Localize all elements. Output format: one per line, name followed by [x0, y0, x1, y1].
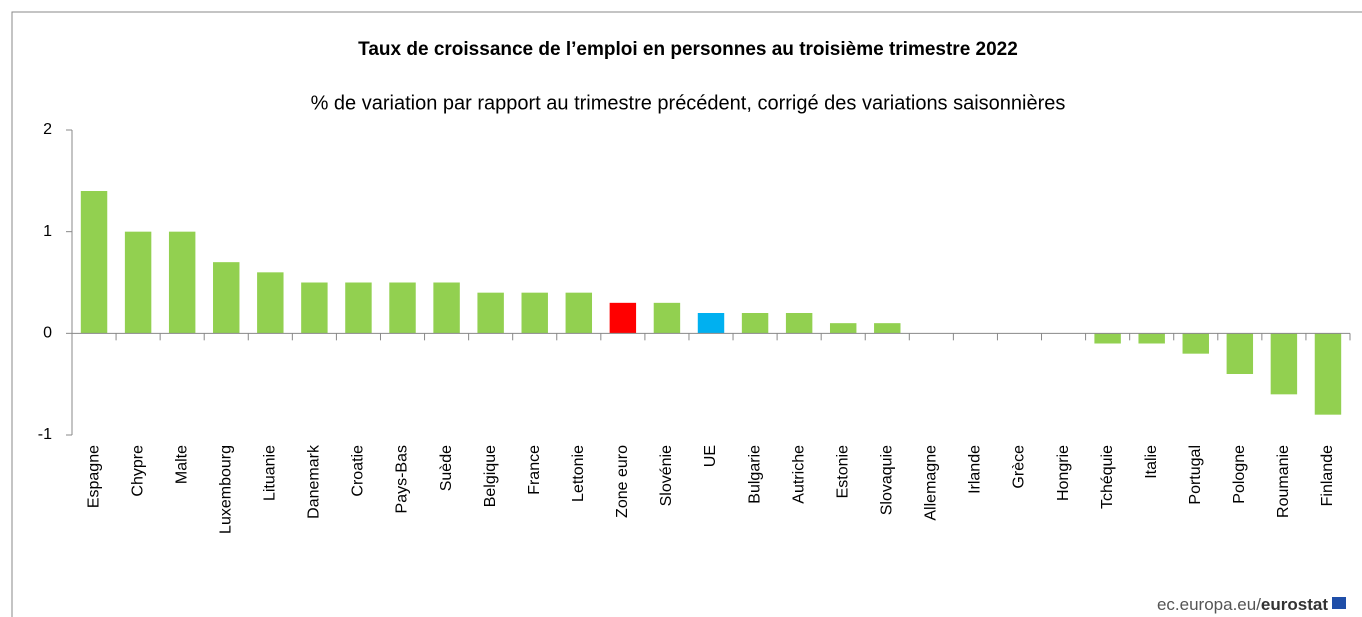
- bar: [257, 272, 284, 334]
- bar: [124, 231, 152, 334]
- y-tick-label: 0: [43, 325, 52, 342]
- x-tick-label: Espagne: [85, 445, 102, 508]
- x-tick-label: Slovaquie: [878, 445, 895, 515]
- x-tick-label: Portugal: [1187, 445, 1204, 505]
- x-tick-label: UE: [702, 445, 719, 467]
- bar: [1226, 333, 1254, 374]
- bar: [1138, 333, 1165, 344]
- bar: [345, 282, 372, 334]
- x-tick-label: Finlande: [1319, 445, 1336, 506]
- x-tick-label: Allemagne: [923, 445, 940, 521]
- x-tick-label: Grèce: [1011, 445, 1028, 489]
- x-tick-label: Roumanie: [1275, 445, 1292, 518]
- footer: ec.europa.eu/eurostat: [1157, 595, 1328, 614]
- x-tick-label: Chypre: [129, 445, 146, 497]
- bar: [1270, 333, 1298, 395]
- bar: [521, 292, 548, 334]
- bar: [433, 282, 460, 334]
- chart-subtitle: % de variation par rapport au trimestre …: [311, 92, 1066, 114]
- y-tick-label: 2: [43, 121, 52, 138]
- bar: [389, 282, 416, 334]
- x-tick-label: Hongrie: [1055, 445, 1072, 501]
- bar: [829, 323, 857, 334]
- bar: [1182, 333, 1209, 354]
- x-tick-label: Pologne: [1231, 445, 1248, 504]
- bar: [168, 231, 196, 334]
- x-tick-label: Malte: [173, 445, 190, 484]
- x-tick-label: Estonie: [834, 445, 851, 498]
- x-tick-label: Belgique: [482, 445, 499, 507]
- bar: [565, 292, 593, 334]
- bar: [741, 313, 769, 334]
- x-tick-label: Lituanie: [262, 445, 279, 501]
- bar: [785, 313, 813, 334]
- x-tick-label: France: [526, 445, 543, 495]
- chart-title: Taux de croissance de l’emploi en person…: [358, 39, 1018, 60]
- footer-brand: eurostat: [1261, 595, 1328, 614]
- eu-flag: [1332, 597, 1346, 609]
- bar: [697, 313, 725, 334]
- bar: [301, 282, 328, 334]
- y-tick-label: 1: [43, 223, 52, 240]
- x-tick-label: Luxembourg: [217, 445, 234, 534]
- bar: [653, 302, 681, 334]
- x-tick-label: Autriche: [790, 445, 807, 504]
- x-tick-label: Danemark: [306, 444, 323, 519]
- bar: [80, 191, 108, 334]
- x-tick-label: Lettonie: [570, 445, 587, 502]
- footer-site: ec.europa.eu/: [1157, 595, 1261, 614]
- x-tick-label: Pays-Bas: [394, 445, 411, 513]
- x-tick-label: Italie: [1143, 445, 1160, 479]
- x-tick-label: Suède: [438, 445, 455, 491]
- bar: [874, 323, 901, 334]
- x-tick-label: Croatie: [350, 445, 367, 497]
- bar: [1314, 333, 1342, 415]
- x-tick-label: Tchéquie: [1099, 445, 1116, 509]
- bar: [213, 262, 240, 334]
- bar: [477, 292, 504, 334]
- frame: [11, 11, 1362, 617]
- x-tick-label: Irlande: [967, 445, 984, 494]
- x-tick-label: Slovénie: [658, 445, 675, 506]
- bar: [1094, 333, 1121, 344]
- bar: [609, 302, 637, 334]
- y-tick-label: -1: [38, 426, 52, 443]
- x-tick-label: Bulgarie: [746, 445, 763, 504]
- x-tick-label: Zone euro: [614, 445, 631, 518]
